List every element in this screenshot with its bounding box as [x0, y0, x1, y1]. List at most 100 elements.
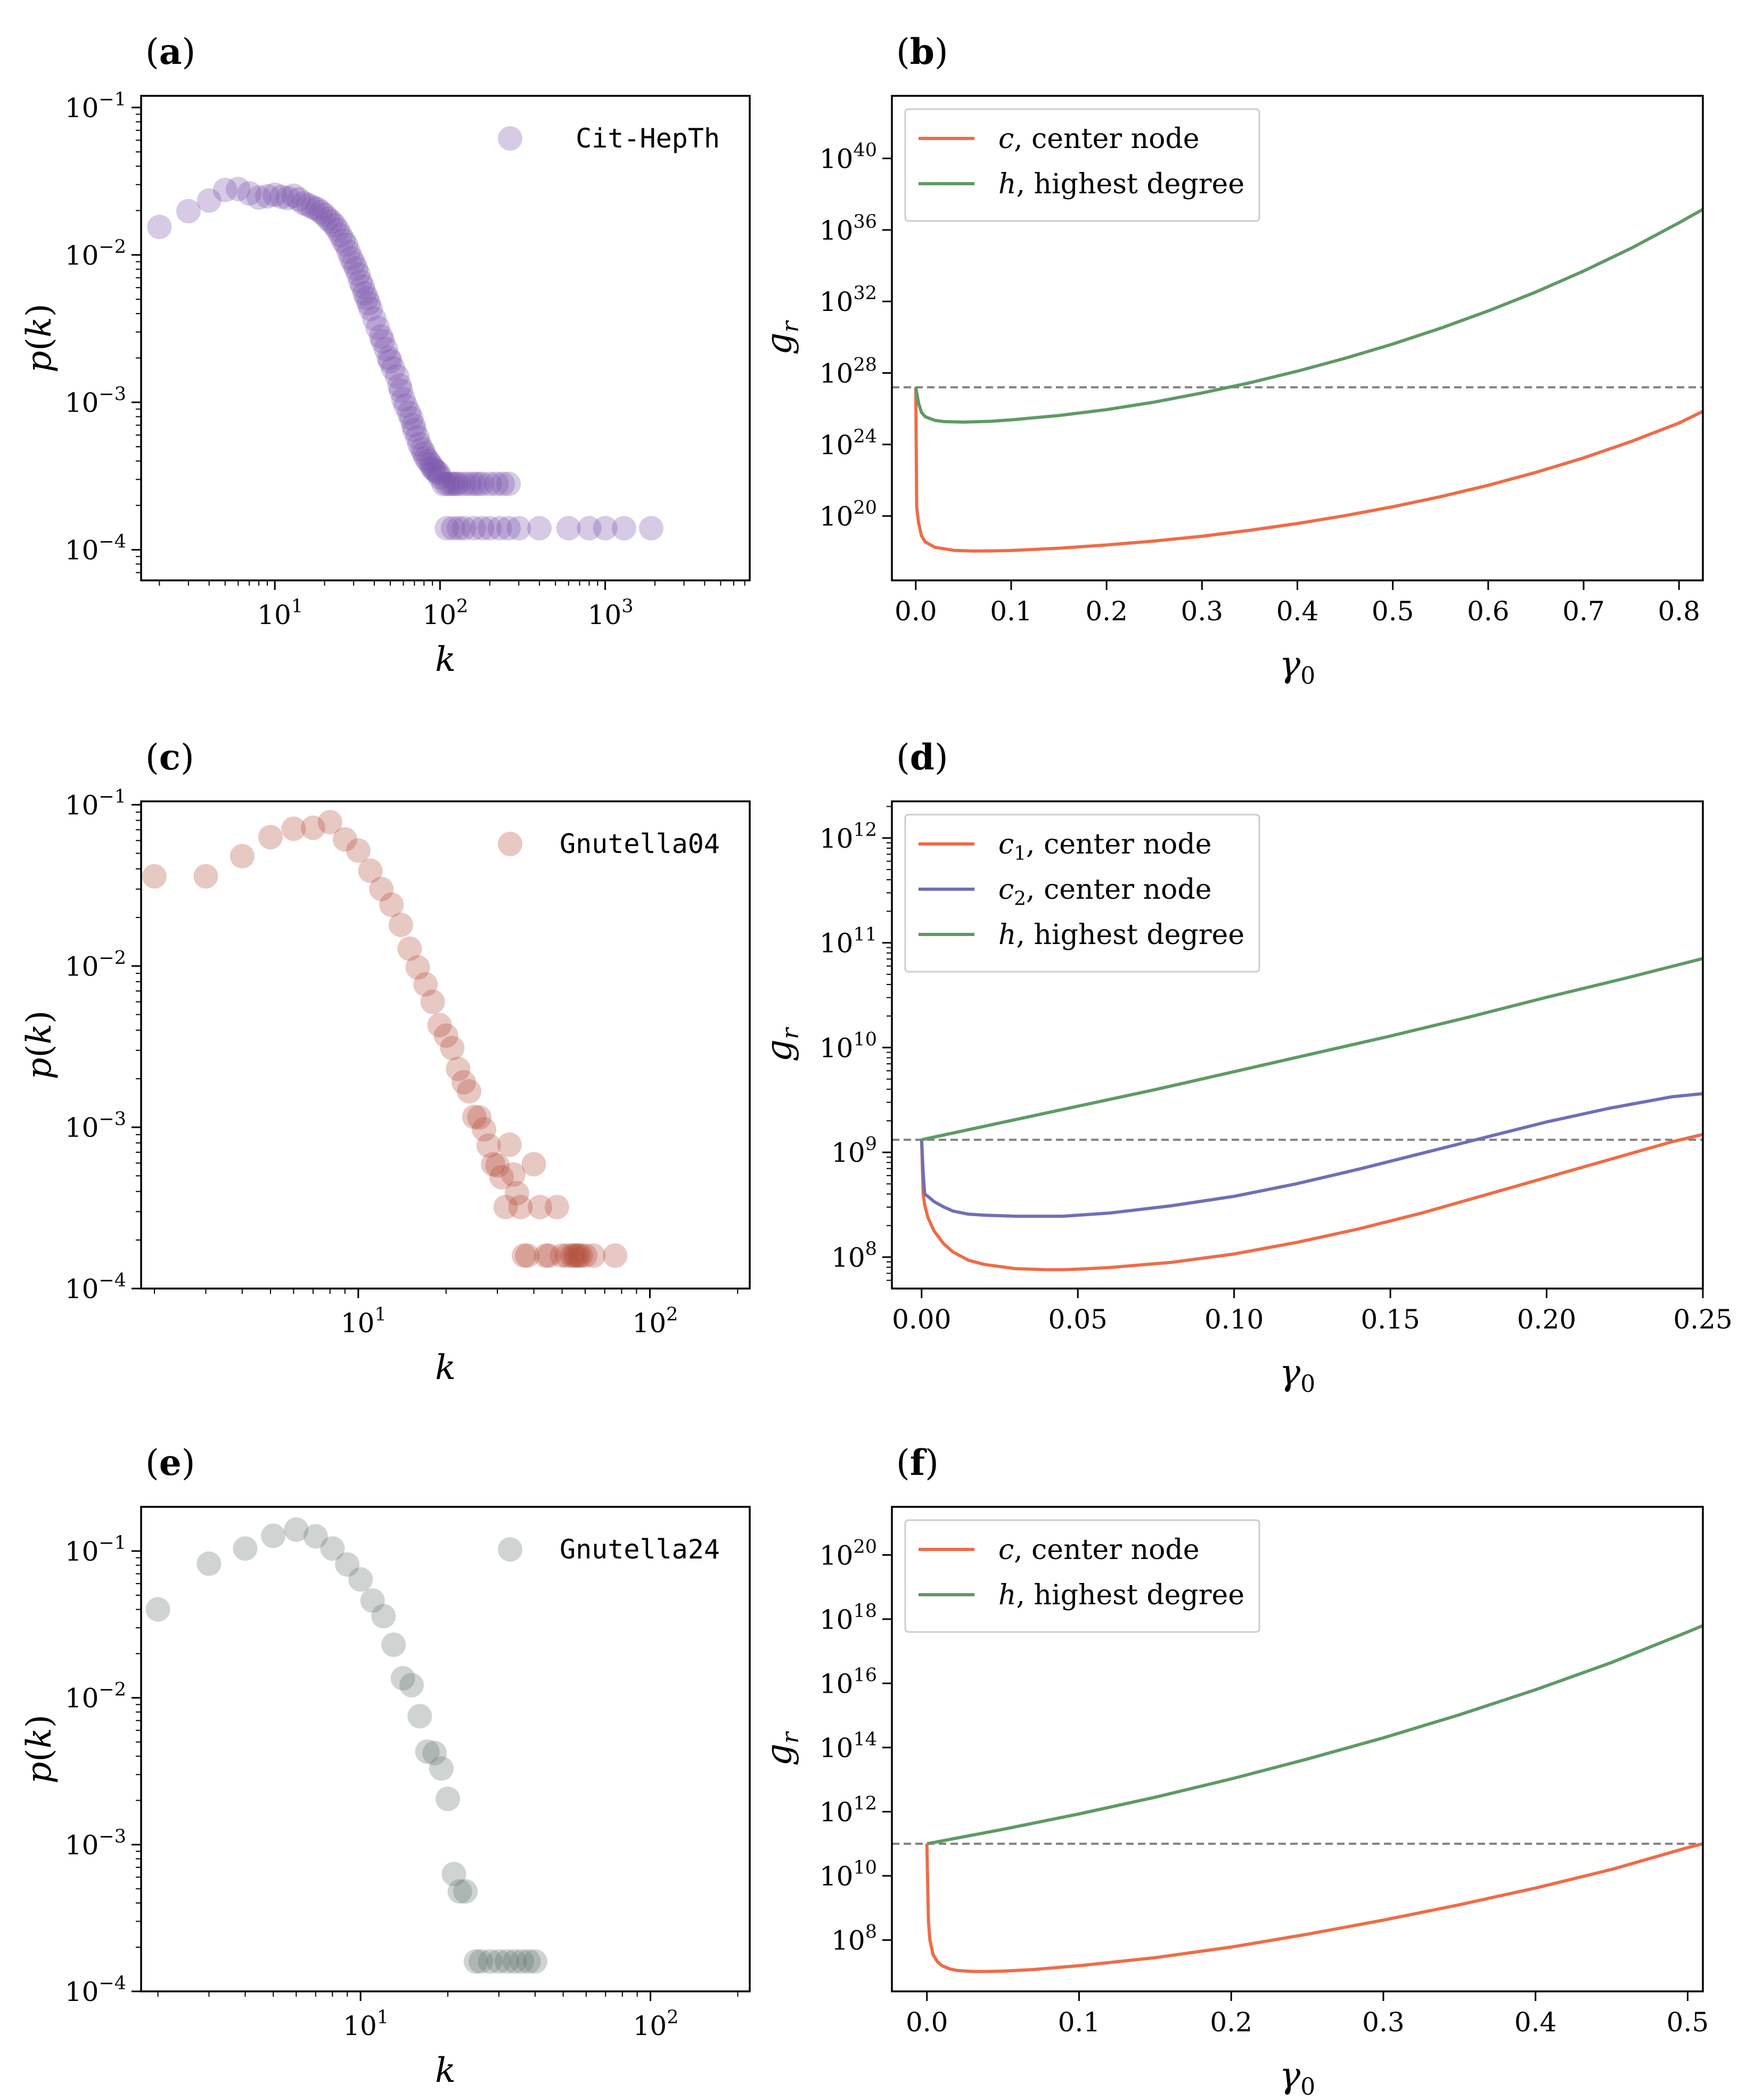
data-point	[422, 457, 447, 482]
data-point	[527, 516, 552, 541]
data-point	[401, 413, 426, 438]
x-tick-label: 0.3	[1362, 2007, 1405, 2038]
data-point	[319, 209, 344, 234]
y-tick-label: 1014	[819, 1729, 877, 1763]
legend: c1, center node c2, center node h, highest…	[904, 814, 1260, 973]
y-axis-label: p(k)	[20, 303, 59, 373]
data-point	[381, 356, 406, 381]
data-point	[486, 1949, 511, 1974]
x-tick-label: 0.5	[1667, 2007, 1709, 2038]
data-point	[402, 417, 427, 442]
axes-frame	[891, 800, 1704, 1290]
data-point	[303, 1524, 328, 1549]
data-point	[226, 176, 251, 201]
data-point	[331, 228, 356, 253]
data-point	[461, 471, 486, 496]
data-point	[261, 1523, 286, 1548]
data-point	[291, 191, 316, 216]
data-point	[365, 315, 390, 340]
data-point	[581, 1243, 606, 1268]
y-tick-label: 1011	[819, 924, 877, 959]
axes-frame	[891, 1506, 1704, 1992]
y-tick-label: 1012	[819, 1793, 877, 1828]
data-point	[427, 1013, 452, 1038]
legend: Cit-HepTh	[498, 123, 720, 154]
data-point	[336, 239, 361, 264]
data-point	[371, 1604, 396, 1629]
data-point	[426, 461, 451, 486]
data-point	[142, 864, 167, 889]
data-point	[390, 1666, 415, 1691]
data-point	[470, 471, 495, 496]
data-point	[446, 516, 471, 541]
axis-ticks: 0.0 0.1 0.2 0.3 0.4 0.5 0.6 0.7 0.8 1020 1024 1028 1…	[819, 140, 1700, 627]
axes-frame	[891, 95, 1704, 581]
data-point	[554, 1243, 579, 1268]
data-point	[247, 185, 272, 210]
data-point	[485, 1153, 510, 1178]
data-point	[568, 1243, 593, 1268]
data-point	[470, 516, 495, 541]
data-point	[397, 936, 422, 961]
x-tick-label: 102	[633, 1304, 678, 1339]
data-point	[453, 1879, 478, 1904]
data-point	[346, 838, 371, 863]
data-point	[413, 445, 438, 470]
data-point	[562, 1243, 587, 1268]
data-point	[481, 1152, 506, 1177]
panel-label: (f)	[896, 1442, 939, 1483]
data-point	[516, 1949, 541, 1974]
data-point	[419, 452, 444, 477]
x-tick-label: 0.2	[1085, 596, 1128, 627]
data-point	[328, 223, 353, 248]
data-point	[487, 516, 512, 541]
x-tick-label: 0.25	[1673, 1304, 1732, 1335]
data-point	[333, 232, 358, 257]
data-point	[528, 1195, 553, 1220]
data-point	[407, 1704, 432, 1729]
legend: Gnutella04	[498, 828, 720, 859]
x-tick-label: 0.1	[1058, 2007, 1101, 2038]
data-point	[237, 181, 262, 206]
y-tick-label: 108	[831, 1238, 877, 1273]
legend: c, center node h, highest degree	[904, 108, 1260, 222]
data-point	[462, 1104, 487, 1129]
data-point	[350, 274, 375, 299]
axis-ticks: 0.00 0.05 0.10 0.15 0.20 0.25 108 109 1010 1011 10…	[819, 806, 1733, 1335]
x-tick-label: 0.15	[1360, 1304, 1420, 1335]
x-tick-label: 0.1	[990, 596, 1032, 627]
x-axis-label: γ0	[1280, 644, 1315, 690]
data-point	[308, 199, 333, 224]
x-tick-label: 0.0	[906, 2007, 948, 2038]
legend-label: Gnutella04	[560, 828, 720, 859]
legend-label: h, highest degree	[998, 1579, 1244, 1611]
y-tick-label: 10−1	[65, 89, 126, 124]
data-point	[384, 364, 409, 389]
data-point	[512, 1243, 537, 1268]
series-line	[920, 1092, 1703, 1218]
y-tick-label: 1016	[819, 1664, 877, 1699]
y-axis-label: gr	[758, 1027, 804, 1062]
legend-box	[904, 108, 1260, 222]
y-tick-label: 1036	[819, 211, 877, 246]
x-tick-label: 102	[633, 2007, 679, 2041]
data-point	[536, 1243, 561, 1268]
axis-ticks: 101 102 10−4 10−3 10−2 10−1	[65, 786, 739, 1339]
data-point	[409, 437, 435, 462]
data-point	[521, 1152, 546, 1177]
data-point	[436, 1786, 461, 1811]
y-tick-label: 10−1	[65, 786, 126, 821]
panel-b: (b) 0.0 0.1 0.2 0.3 0.4 0.5 0.6 0.7 0.8 1020 1024 10…	[758, 31, 1704, 690]
legend-label: h, highest degree	[998, 919, 1244, 951]
data-point	[497, 1132, 522, 1157]
data-point	[593, 516, 618, 541]
data-point	[495, 1949, 520, 1974]
data-point	[508, 1195, 533, 1220]
data-point	[255, 184, 280, 209]
data-point	[469, 1949, 494, 1974]
data-point	[388, 378, 413, 403]
x-axis-label: k	[435, 2051, 456, 2090]
data-point	[286, 187, 312, 212]
data-point	[510, 1949, 535, 1974]
y-tick-label: 1018	[819, 1601, 877, 1635]
